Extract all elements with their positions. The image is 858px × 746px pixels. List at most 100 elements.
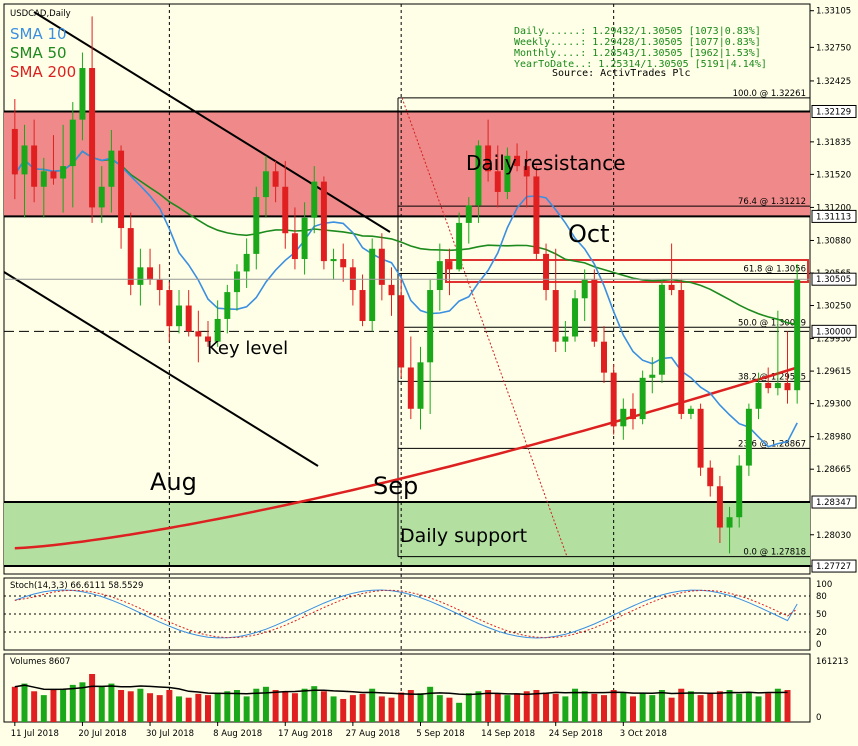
candle-body [668,284,675,291]
price-tick-label: 1.33105 [816,7,851,17]
date-tick-label: 11 Jul 2018 [11,729,59,739]
volume-bar [233,690,240,722]
volume-bar [736,693,743,722]
candle-body [137,267,144,285]
candle-body [243,253,250,272]
candle-body [108,150,115,187]
volume-bar [21,683,28,722]
stoch-tick-label: 100 [816,580,832,590]
price-tick-label: 1.28980 [816,433,851,443]
candle-body [388,284,395,296]
volume-bar [629,696,636,722]
candle-body [233,271,240,293]
price-tick-label: 1.32425 [816,77,851,87]
legend-item: SMA 50 [10,44,67,62]
date-tick-label: 5 Sep 2018 [416,729,464,739]
price-tick-label: 1.29930 [816,335,851,345]
price-tick-label: 1.31835 [816,138,851,148]
volume-bar [755,696,762,722]
candle-body [195,331,202,337]
candle-body [79,68,86,120]
key-level-label: Key level [207,338,288,359]
fib-level-label: 0.0 @ 1.27818 [743,548,806,558]
candle-body [118,150,125,229]
price-panel [3,3,811,575]
stoch-tick-label: 20 [816,628,827,638]
volume-bar [745,692,752,722]
price-marker-label: 1.30000 [816,327,851,337]
candle-body [514,155,521,167]
price-tick-label: 1.29615 [816,367,851,377]
volume-label: Volumes 8607 [10,657,70,667]
legend-item: SMA 200 [10,63,76,81]
volume-bar [765,693,772,722]
candle-body [794,279,801,391]
date-tick-label: 24 Sep 2018 [549,729,603,739]
candle-body [60,166,67,179]
volume-bar [552,693,559,722]
volume-bar [398,692,405,722]
candle-body [407,367,414,409]
volume-bar [176,696,183,722]
volume-bar [504,695,511,722]
month-label: Oct [568,220,610,248]
volume-bar [214,692,221,722]
date-tick-label: 3 Oct 2018 [620,729,667,739]
candle-body [629,408,636,420]
date-tick-label: 30 Jul 2018 [146,729,194,739]
candle-body [716,486,723,528]
candle-body [378,248,385,285]
volume-bar [243,696,250,722]
candle-body [465,205,472,223]
candle-body [774,382,781,389]
date-tick-label: 8 Aug 2018 [213,729,262,739]
date-tick-label: 17 Aug 2018 [278,729,332,739]
volume-bar [272,690,279,722]
volume-bar [485,690,492,722]
candle-body [205,336,211,342]
price-tick-label: 1.28665 [816,465,851,475]
volume-tick-label: 161213 [816,657,848,667]
volume-bar [301,688,308,722]
price-tick-label: 1.31200 [816,203,851,213]
candle-body [21,145,28,175]
fib-level-label: 76.4 @ 1.31212 [738,197,806,207]
candle-body [98,186,105,208]
price-tick-label: 1.30250 [816,302,851,312]
candle-body [678,290,685,414]
volume-average-line [14,684,788,696]
volume-bar [678,688,685,722]
volume-bar [716,691,723,722]
candle-body [620,408,627,427]
price-marker-box [811,272,857,286]
candle-body [687,408,694,414]
candle-body [610,372,617,427]
candle-body [456,222,463,270]
candle-body [436,261,443,291]
volume-bar [417,693,424,722]
candle-body [311,181,318,218]
volume-bar [359,693,366,722]
volume-bar [610,690,617,722]
candle-body [446,261,453,270]
volume-bar [784,690,791,722]
candle-body [31,145,38,187]
info-line: Monthly....: 1.28543/1.30505 [1962|1.53%… [514,48,761,59]
volume-bar [533,690,540,722]
volume-bar [591,693,598,722]
resistance-label: Daily resistance [466,151,626,175]
volume-bar [639,693,646,722]
volume-bar [11,686,18,722]
volume-bar [378,696,385,722]
stoch-tick-label: 80 [816,592,827,602]
date-tick-label: 20 Jul 2018 [78,729,126,739]
resistance-zone [4,111,810,217]
volume-bar [436,695,443,722]
stoch-main-line [14,589,798,639]
volume-bar [668,697,675,722]
volume-bar [262,686,269,722]
candle-body [485,145,492,172]
price-tick-label: 1.29300 [816,400,851,410]
candle-body [340,259,347,268]
